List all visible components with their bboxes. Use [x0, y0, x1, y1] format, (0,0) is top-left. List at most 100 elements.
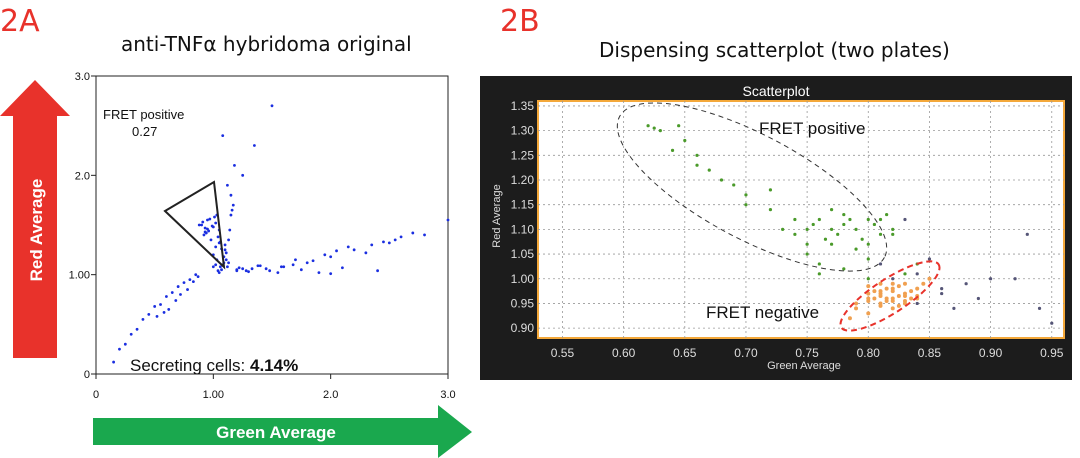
x-axis-label: Green Average — [767, 360, 841, 372]
data-point — [878, 217, 883, 222]
data-point — [335, 249, 338, 253]
x-tick-label: 0.85 — [918, 346, 942, 360]
y-arrow-label: Red Average — [27, 179, 46, 282]
data-point — [364, 251, 368, 255]
data-point — [279, 265, 283, 269]
gate-value: 0.27 — [132, 124, 157, 139]
data-point — [964, 282, 968, 286]
data-point — [896, 303, 901, 308]
data-point — [376, 269, 379, 273]
data-point — [209, 238, 213, 242]
data-point — [896, 284, 901, 289]
data-point — [866, 257, 870, 261]
data-point — [226, 183, 229, 187]
data-point — [915, 286, 920, 291]
data-point — [229, 213, 233, 217]
data-point — [276, 271, 280, 275]
panel-a-title: anti-TNFα hybridoma original — [121, 32, 412, 56]
data-point — [210, 224, 214, 228]
data-point — [387, 241, 391, 245]
x-tick-label: 0.95 — [1040, 346, 1064, 360]
y-tick-label: 1.00 — [511, 272, 535, 286]
data-point — [206, 218, 209, 222]
data-point — [223, 248, 227, 252]
data-point — [890, 306, 895, 311]
gate-label: FRET positive — [103, 107, 184, 122]
data-point — [842, 267, 846, 271]
data-point — [224, 258, 228, 262]
data-point — [952, 306, 956, 310]
data-point — [247, 270, 250, 274]
data-point — [258, 264, 262, 268]
data-point — [884, 298, 889, 303]
data-point — [896, 294, 901, 299]
plot-frame — [95, 75, 449, 375]
data-point — [141, 317, 145, 321]
data-point — [805, 242, 809, 246]
data-point — [872, 222, 876, 227]
data-point — [915, 301, 919, 306]
y-tick-label: 1.20 — [511, 173, 535, 187]
data-point — [823, 237, 828, 241]
x-tick-label: 0.60 — [612, 346, 636, 360]
y-tick-label: 1.15 — [511, 198, 535, 212]
data-point — [891, 232, 895, 236]
data-point — [200, 223, 204, 227]
data-point — [135, 327, 139, 331]
data-point — [155, 314, 159, 318]
data-point — [294, 258, 297, 262]
data-point — [872, 289, 877, 294]
data-point — [399, 235, 403, 239]
panel-a-chart: Red Average Green Average 0 1.00 2.0 3.0 0 1.… — [0, 71, 472, 458]
data-point — [768, 208, 773, 212]
data-point — [214, 263, 218, 267]
data-point — [817, 262, 821, 266]
data-point — [836, 232, 840, 236]
y-tick-label: 1.35 — [511, 99, 535, 113]
data-point — [658, 129, 662, 133]
x-tick-label: 0.90 — [979, 346, 1003, 360]
data-point — [1025, 232, 1029, 236]
window-title: Scatterplot — [743, 83, 810, 99]
data-point — [218, 265, 222, 269]
data-point — [842, 212, 846, 217]
data-point — [118, 347, 121, 351]
data-point — [805, 227, 809, 231]
data-point — [123, 342, 127, 346]
data-point — [253, 144, 256, 147]
data-point — [854, 247, 858, 251]
data-point — [940, 287, 944, 291]
data-point — [847, 316, 852, 321]
fret-positive-gate — [163, 180, 226, 270]
data-point — [201, 220, 205, 224]
y-tick-label: 3.0 — [75, 71, 90, 83]
data-point — [329, 272, 333, 276]
data-point — [872, 296, 877, 301]
secreting-value: 4.14% — [250, 356, 298, 375]
data-point — [446, 218, 450, 222]
data-point — [902, 298, 907, 303]
fret-negative-label: FRET negative — [706, 303, 819, 322]
data-point — [902, 294, 907, 299]
data-point — [890, 286, 895, 291]
data-point — [768, 188, 773, 192]
data-point — [903, 217, 907, 222]
data-point — [129, 332, 133, 336]
data-point — [817, 272, 821, 276]
data-point — [159, 303, 162, 306]
data-point — [719, 178, 724, 182]
data-point — [927, 257, 932, 261]
data-point — [186, 288, 189, 291]
y-tick-label: 1.00 — [69, 270, 90, 282]
data-point — [329, 255, 333, 259]
data-point — [652, 126, 656, 130]
data-point — [411, 231, 415, 235]
data-point — [921, 281, 926, 286]
data-point — [147, 313, 151, 316]
data-point — [226, 265, 229, 269]
data-point — [829, 227, 834, 231]
data-point — [191, 280, 195, 284]
x-axis-arrow: Green Average — [93, 405, 472, 458]
data-point — [214, 245, 218, 249]
data-point — [890, 281, 895, 286]
